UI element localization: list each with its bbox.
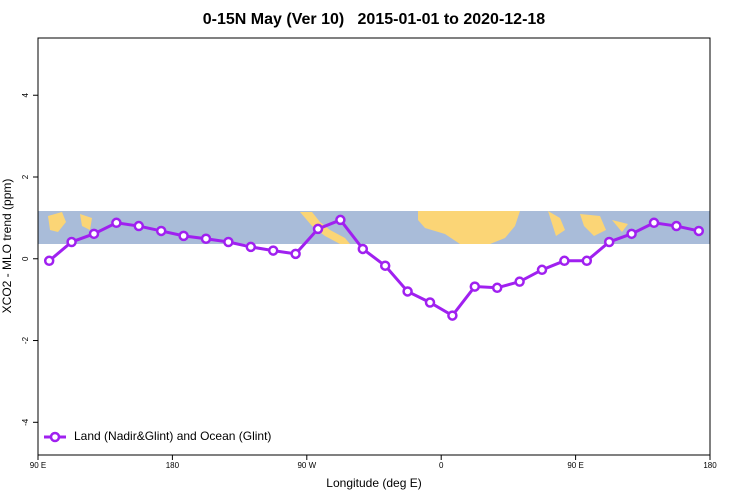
data-point <box>424 297 436 308</box>
y-tick-label: -4 <box>21 418 30 426</box>
data-point <box>693 225 705 237</box>
data-point <box>267 245 279 256</box>
y-tick-label: -2 <box>21 336 30 344</box>
data-point <box>402 286 413 297</box>
data-point <box>447 310 458 321</box>
data-point <box>66 236 77 248</box>
data-point <box>671 220 682 232</box>
data-point <box>379 260 391 271</box>
plot-frame <box>37 37 711 456</box>
legend-label: Land (Nadir&Glint) and Ocean (Glint) <box>74 429 271 443</box>
data-point <box>559 255 570 267</box>
data-point <box>88 228 100 240</box>
data-point <box>43 255 55 267</box>
data-point <box>581 255 593 267</box>
data-point <box>111 217 122 229</box>
x-tick-label: 90 E <box>567 461 583 470</box>
x-tick-label: 180 <box>703 461 717 470</box>
data-point <box>245 241 257 253</box>
y-tick-label: 4 <box>21 92 30 97</box>
legend-marker <box>49 431 61 443</box>
x-tick-label: 90 W <box>297 461 316 470</box>
data-point <box>648 217 660 229</box>
data-point <box>200 233 212 244</box>
data-point <box>357 243 369 255</box>
data-point <box>491 282 503 294</box>
y-axis-label: XCO2 - MLO trend (ppm) <box>0 179 14 314</box>
x-tick-label: 90 E <box>30 461 46 470</box>
data-point <box>469 281 481 292</box>
data-point <box>133 220 145 232</box>
data-point <box>290 248 301 260</box>
chart-title: 0-15N May (Ver 10) 2015-01-01 to 2020-12… <box>203 11 546 28</box>
data-point <box>514 276 525 287</box>
data-point <box>335 214 346 226</box>
data-point <box>178 230 189 242</box>
data-point <box>603 236 615 248</box>
data-point <box>223 236 234 248</box>
data-point <box>536 264 548 276</box>
y-tick-label: 0 <box>21 256 30 261</box>
x-tick-label: 180 <box>166 461 180 470</box>
y-tick-label: 2 <box>21 174 30 179</box>
data-point <box>155 225 167 237</box>
x-axis-label: Longitude (deg E) <box>326 476 421 490</box>
data-point <box>626 228 637 240</box>
data-point <box>312 223 324 235</box>
x-tick-label: 0 <box>439 461 444 470</box>
